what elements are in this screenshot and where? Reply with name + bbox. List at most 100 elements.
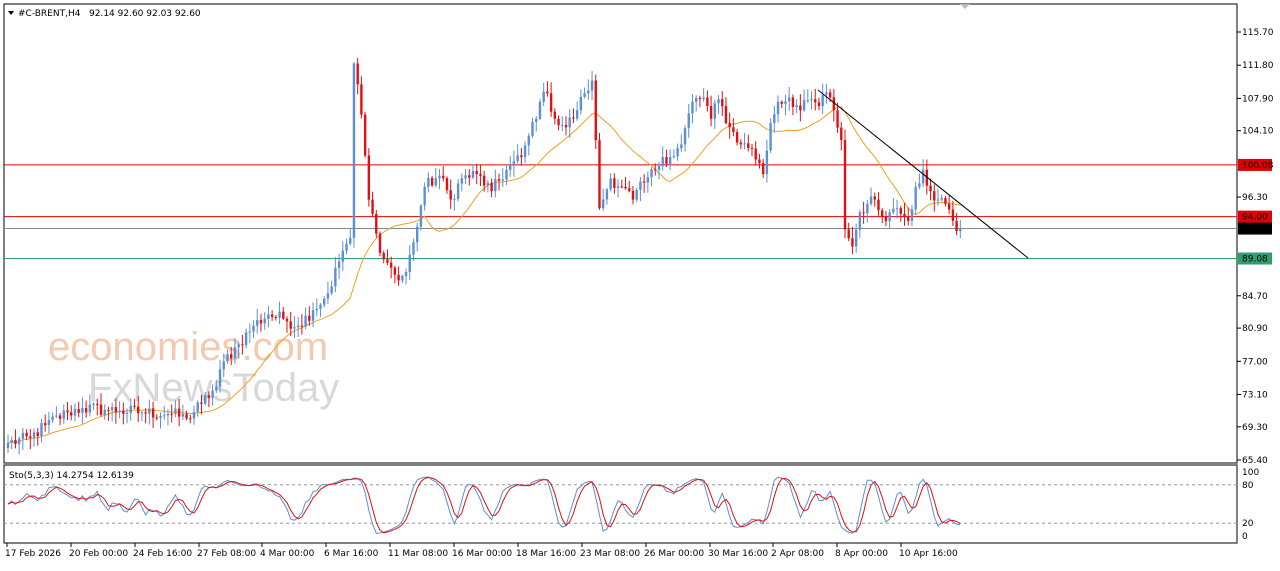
chart-shift-icon[interactable] (960, 4, 970, 9)
candle (754, 141, 757, 166)
candle (840, 121, 843, 151)
candle (412, 238, 415, 262)
y-tick-label: 115.70 (1242, 28, 1274, 38)
x-tick-label: 30 Mar 16:00 (708, 549, 768, 559)
candle (185, 410, 188, 421)
candle (107, 406, 110, 421)
candle (211, 384, 214, 406)
candle (765, 139, 769, 183)
candle (244, 328, 248, 349)
candle (628, 180, 631, 193)
candle (96, 398, 99, 416)
candle (691, 94, 694, 124)
candle (300, 314, 304, 335)
candle (200, 394, 203, 415)
candle (356, 57, 359, 95)
candle (47, 411, 51, 434)
candle (535, 116, 538, 132)
candle (557, 115, 560, 131)
candle (847, 222, 850, 242)
candle (918, 173, 921, 190)
candle (323, 296, 326, 308)
menu-triangle-icon[interactable] (8, 11, 14, 15)
candle (940, 194, 943, 202)
candle (203, 392, 207, 406)
candles-layer (6, 57, 962, 455)
candle (657, 161, 661, 180)
candle (784, 94, 787, 116)
candle (319, 303, 322, 318)
candle (702, 88, 705, 102)
candle (542, 82, 545, 107)
candle (416, 222, 419, 252)
candle (933, 184, 936, 212)
x-tick-label: 26 Mar 00:00 (644, 549, 704, 559)
stochastic-signal-line (7, 476, 961, 534)
y-tick-label: 80.90 (1242, 324, 1268, 334)
candle (832, 88, 836, 122)
candle (482, 170, 486, 192)
candle (951, 200, 955, 226)
price-label-bg (1238, 210, 1272, 223)
candle (337, 253, 341, 280)
candle (334, 257, 337, 293)
candle (605, 187, 609, 205)
candle (698, 95, 702, 108)
candle (624, 177, 627, 190)
candle (724, 97, 728, 125)
candle (32, 428, 36, 447)
candle (512, 150, 516, 177)
candle (728, 112, 731, 139)
x-tick-label: 24 Feb 16:00 (133, 549, 192, 559)
candle (155, 414, 158, 421)
candle (750, 143, 754, 157)
candle (58, 412, 62, 426)
candle (189, 414, 192, 424)
candle (561, 116, 564, 132)
candle (646, 171, 650, 193)
candle (442, 166, 445, 182)
y-tick-label: 111.80 (1242, 61, 1274, 71)
candle (858, 209, 862, 238)
candle (311, 302, 315, 328)
candle (572, 108, 575, 124)
candle (293, 315, 296, 339)
candle (166, 409, 170, 426)
candle (921, 159, 925, 188)
candle (144, 408, 147, 424)
candle (207, 391, 211, 408)
candle (438, 169, 441, 190)
candle (386, 249, 389, 266)
candle (159, 412, 162, 429)
candle (475, 163, 478, 185)
candle (110, 402, 114, 422)
candle (776, 95, 780, 123)
candle (892, 198, 895, 215)
candle (237, 342, 240, 359)
trendline[interactable] (817, 89, 1029, 259)
candle (821, 83, 824, 114)
price-tag: 92.60 (1242, 225, 1268, 235)
candle (308, 306, 311, 326)
candle (676, 143, 679, 161)
candle (672, 149, 676, 159)
candle (460, 173, 464, 192)
candle (564, 116, 568, 136)
candle (62, 404, 65, 424)
candle (575, 101, 579, 121)
candle (92, 402, 95, 411)
candle (598, 132, 601, 210)
candle (151, 401, 155, 428)
candle (661, 146, 664, 171)
candle (215, 379, 218, 394)
candle (40, 418, 43, 443)
candle (680, 134, 683, 152)
candle (218, 359, 222, 393)
candle (881, 208, 884, 224)
candle (259, 313, 263, 332)
candle (367, 148, 371, 207)
candle (471, 164, 475, 180)
candle (869, 187, 873, 206)
